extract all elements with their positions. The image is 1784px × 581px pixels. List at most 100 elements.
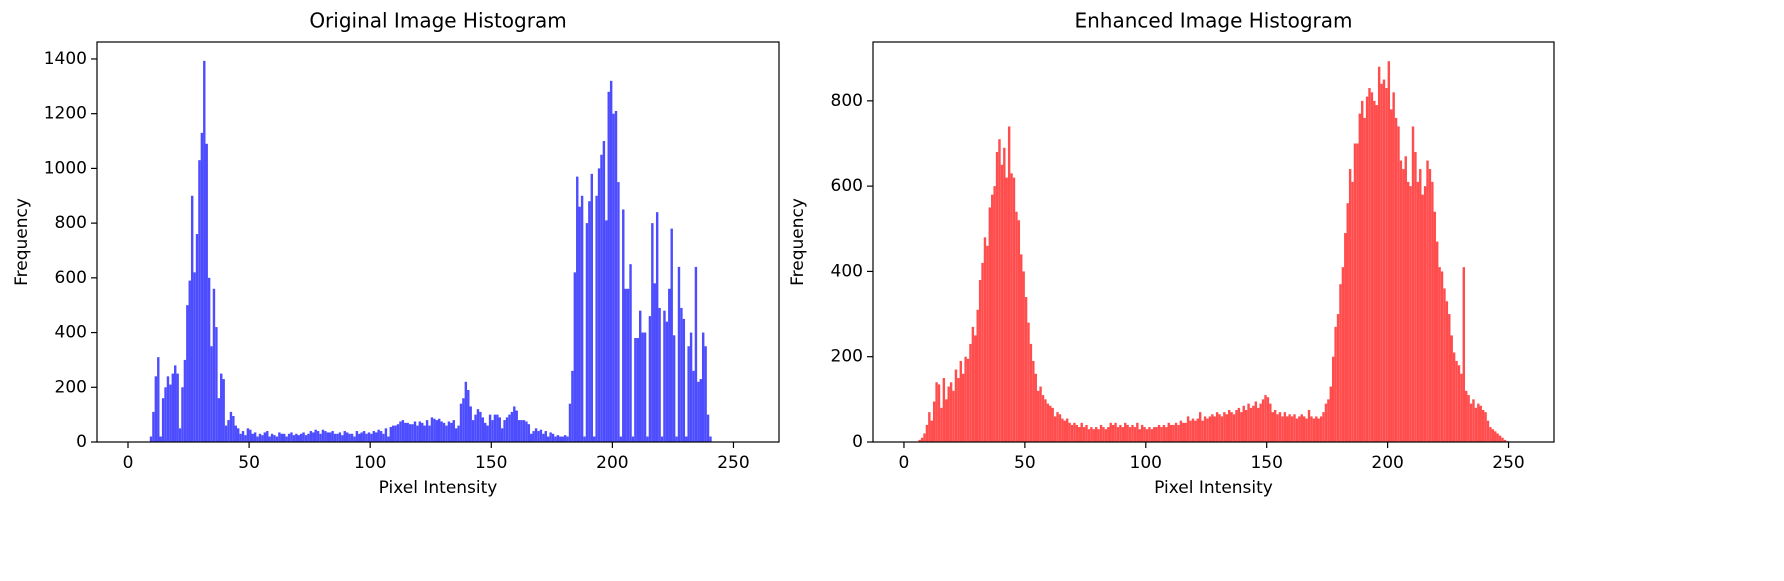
histogram-bar [430, 417, 434, 442]
histogram-bar [1317, 418, 1320, 442]
histogram-bar [1119, 424, 1122, 442]
histogram-bar [1116, 427, 1120, 442]
histogram-bar [629, 264, 632, 442]
histogram-bar [1201, 420, 1204, 442]
histogram-bar [314, 429, 317, 442]
histogram-bar [493, 414, 497, 442]
histogram-bar [261, 435, 264, 442]
y-tick-label: 1200 [44, 104, 87, 124]
histogram-bar [358, 433, 361, 442]
histogram-bar [198, 160, 201, 442]
histogram-bar [236, 428, 240, 442]
histogram-bar [585, 223, 589, 442]
histogram-bar [1363, 117, 1366, 442]
histogram-bar [394, 425, 397, 442]
histogram-bar [229, 411, 233, 442]
histogram-bar [556, 435, 560, 442]
chart-title: Original Image Histogram [309, 9, 566, 33]
histogram-bar [164, 387, 167, 442]
histogram-bar [1341, 267, 1345, 442]
histogram-bar [290, 432, 293, 442]
histogram-bar [503, 420, 506, 442]
histogram-bar [626, 288, 630, 442]
histogram-bar [295, 433, 298, 442]
x-tick-label: 250 [1492, 453, 1524, 473]
x-tick-label: 0 [123, 453, 134, 473]
histogram-bar [239, 433, 242, 442]
histogram-bar [1346, 203, 1349, 442]
histogram-bar [278, 432, 281, 442]
y-tick-label: 200 [55, 377, 87, 397]
histogram-bar [1032, 360, 1035, 442]
histogram-bar [961, 373, 965, 442]
histogram-bar [161, 398, 165, 442]
histogram-bar [940, 407, 943, 442]
histogram-bar [1271, 412, 1274, 442]
histogram-bar [1455, 360, 1458, 442]
histogram-bar [1065, 418, 1069, 442]
histogram-bar [1472, 399, 1475, 442]
histogram-bar [1196, 418, 1199, 442]
histogram-bar [1254, 401, 1258, 442]
histogram-bar [399, 421, 402, 442]
histogram-bar [947, 386, 950, 442]
histogram-bar [532, 431, 535, 442]
histogram-bar [1000, 164, 1004, 442]
histogram-bar [287, 433, 291, 442]
histogram-bar [1315, 416, 1318, 442]
histogram-bar [442, 422, 446, 442]
histogram-bar [241, 431, 245, 442]
histogram-bar [995, 152, 999, 443]
histogram-bar [1220, 416, 1224, 442]
histogram-bar [341, 435, 344, 442]
histogram-bar [1261, 399, 1265, 442]
histogram-bar [1215, 412, 1219, 442]
histogram-bar [1273, 410, 1277, 442]
histogram-bar [1387, 61, 1391, 443]
histogram-bar [384, 428, 388, 442]
histogram-bar [1078, 427, 1081, 442]
histogram-bar [660, 436, 664, 442]
histogram-bar [636, 338, 640, 442]
histogram-bar [375, 432, 378, 442]
histogram-bar [1017, 220, 1021, 442]
histogram-bar [515, 410, 518, 442]
histogram-bar [665, 321, 669, 442]
histogram-bar [154, 376, 158, 442]
histogram-bar [670, 228, 673, 442]
histogram-bar [675, 436, 678, 442]
histogram-bar [1421, 194, 1424, 442]
histogram-bar [1191, 418, 1195, 442]
histogram-bar [609, 80, 613, 442]
histogram-bar [355, 431, 359, 442]
axes-frame [96, 41, 780, 443]
histogram-bar [215, 327, 218, 442]
histogram-bar [181, 387, 184, 442]
histogram-bar [935, 382, 938, 442]
histogram-bar [1041, 395, 1045, 442]
histogram-bar [1082, 427, 1086, 442]
histogram-bar [1443, 288, 1446, 442]
histogram-bar [379, 431, 383, 442]
histogram-bar [988, 207, 992, 442]
histogram-bar [1336, 314, 1340, 442]
histogram-bar [685, 436, 688, 442]
histogram-bar [1319, 416, 1323, 442]
histogram-bar [1075, 424, 1079, 442]
histogram-bar [454, 428, 458, 442]
histogram-bar [1039, 386, 1042, 442]
histogram-bar [966, 358, 970, 442]
histogram-bar [1368, 88, 1371, 443]
histogram-bar [297, 435, 300, 442]
histogram-bar [699, 379, 702, 442]
x-tick-label: 100 [354, 453, 386, 473]
histogram-bar [1450, 335, 1453, 442]
histogram-bar [597, 168, 601, 442]
histogram-bar [1295, 418, 1299, 442]
histogram-bar [928, 412, 931, 442]
histogram-bar [1153, 427, 1156, 442]
histogram-bar [551, 433, 555, 442]
histogram-bar [1358, 113, 1362, 443]
histogram-bar [1020, 254, 1023, 442]
